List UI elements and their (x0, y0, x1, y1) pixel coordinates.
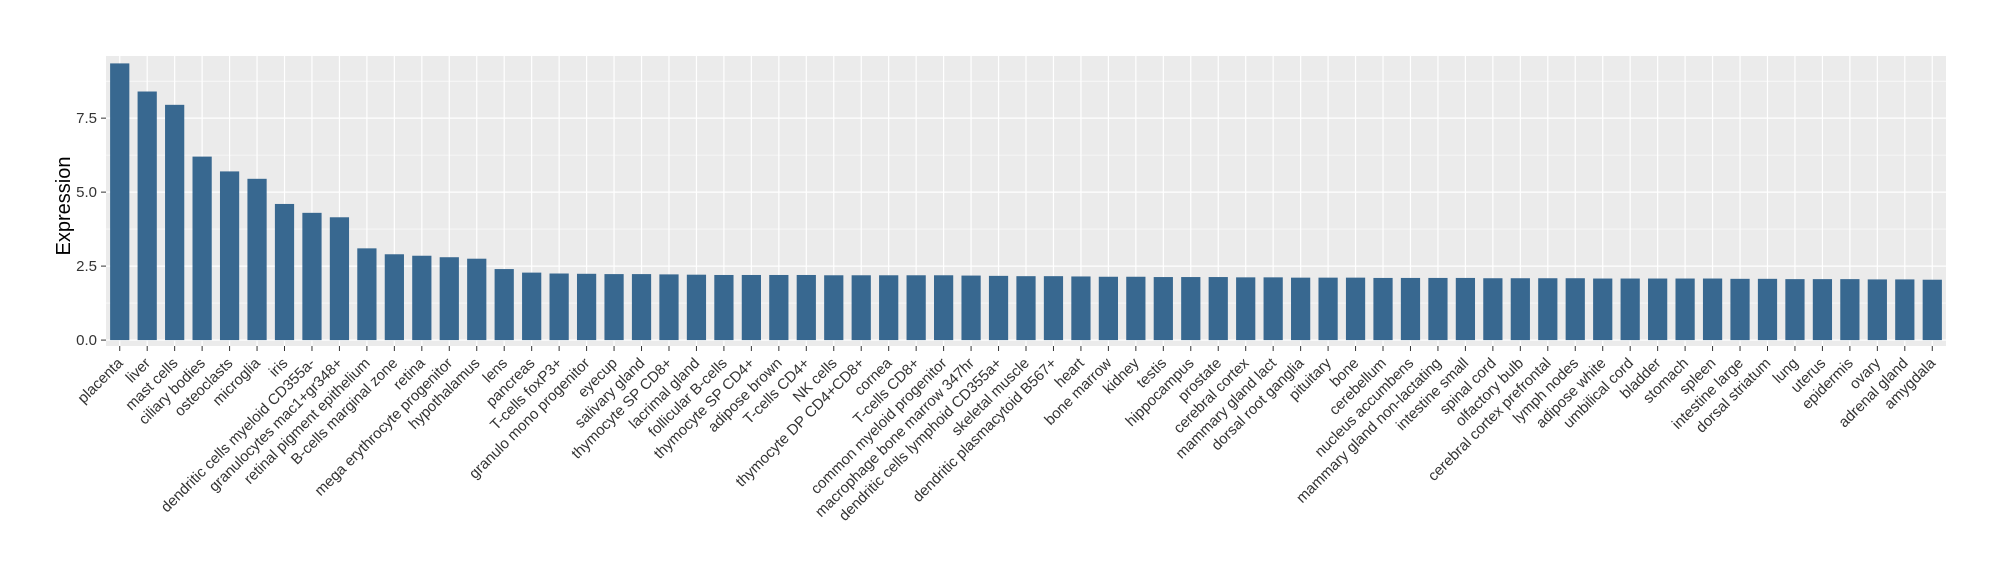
bar (1648, 278, 1668, 341)
bar (549, 273, 569, 341)
bar (631, 274, 652, 341)
bar (1098, 276, 1118, 341)
bar (796, 274, 816, 341)
bar (1016, 276, 1036, 341)
bar (1126, 276, 1146, 341)
bar (1730, 278, 1750, 341)
bar (659, 274, 679, 341)
y-axis-title: Expression (53, 157, 75, 256)
bar (769, 274, 789, 341)
bar (824, 275, 844, 341)
bar (1153, 277, 1173, 341)
bar (1291, 277, 1311, 341)
bar (1922, 279, 1942, 341)
bar (1345, 277, 1366, 341)
bar (247, 178, 267, 341)
y-tick-label: 7.5 (76, 110, 97, 127)
bar (302, 212, 322, 341)
bar (1373, 277, 1393, 341)
bar (1318, 277, 1338, 341)
bar (110, 63, 130, 341)
bar (1620, 278, 1640, 341)
x-tick-label: placenta (74, 354, 127, 407)
bar (1043, 276, 1064, 341)
bar (1400, 277, 1421, 341)
bar (522, 272, 542, 341)
bar (1675, 278, 1695, 341)
bar (1840, 279, 1860, 341)
bar (274, 203, 295, 341)
bar (1071, 276, 1091, 341)
bar (439, 257, 459, 341)
bar (961, 275, 981, 341)
bar (1428, 277, 1448, 341)
bar (1263, 277, 1283, 341)
bar (1538, 278, 1558, 341)
y-tick-label: 2.5 (76, 258, 97, 275)
bar (741, 274, 761, 341)
bar (412, 255, 432, 341)
y-axis-ticks: 0.0 2.5 5.0 7.5 (76, 110, 106, 349)
bar (219, 171, 240, 341)
bar (1181, 277, 1201, 341)
bar (1236, 277, 1256, 341)
bar (1867, 279, 1887, 341)
bar (494, 269, 514, 341)
bar (934, 275, 954, 341)
bar (1757, 278, 1778, 341)
bar (851, 275, 871, 341)
y-tick-label: 5.0 (76, 184, 97, 201)
bar (879, 275, 899, 341)
y-tick-label: 0.0 (76, 332, 97, 349)
bar (1593, 278, 1613, 341)
bar (1455, 277, 1476, 341)
bar (1812, 279, 1833, 341)
bar (906, 275, 926, 341)
bar (1208, 277, 1228, 341)
bar (1702, 278, 1723, 341)
bar (1483, 278, 1503, 341)
bar (384, 254, 404, 341)
bar (604, 274, 624, 341)
bar (1510, 278, 1530, 341)
bar (357, 248, 377, 341)
bar (1895, 279, 1915, 341)
bar (467, 258, 487, 341)
bar (1565, 278, 1585, 341)
bars (110, 63, 1942, 341)
bar (988, 275, 1009, 341)
bar (165, 104, 185, 341)
bar (714, 274, 734, 341)
bar (192, 156, 212, 341)
bar (329, 217, 350, 341)
bar (137, 91, 157, 341)
bar (1785, 279, 1805, 341)
bar (686, 274, 707, 341)
bar (576, 273, 597, 341)
